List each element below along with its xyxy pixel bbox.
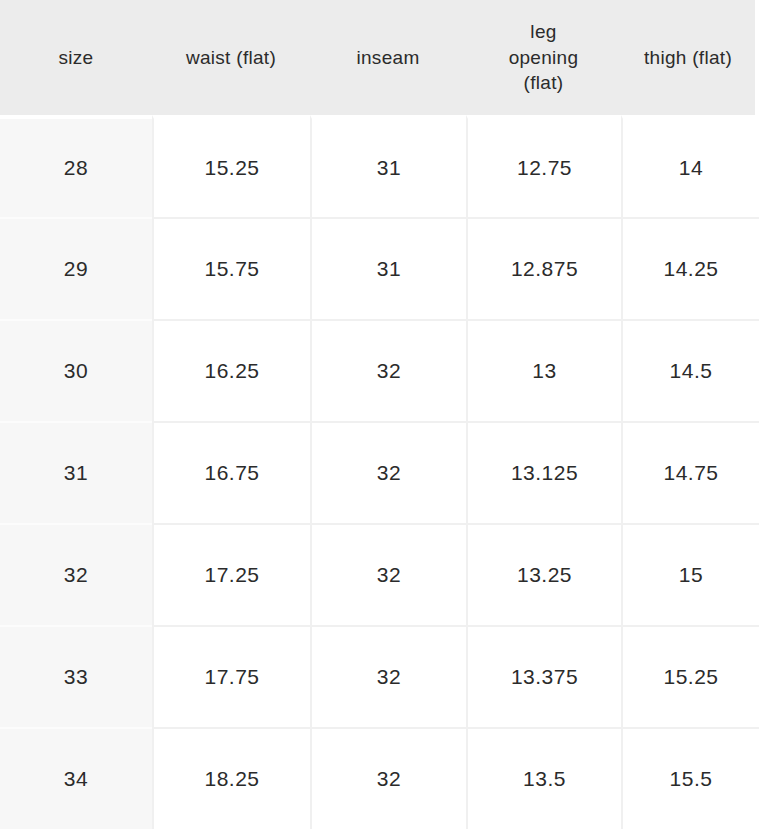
table-row: 31 16.75 32 13.125 14.75 — [0, 421, 759, 523]
table-row: 32 17.25 32 13.25 15 — [0, 523, 759, 625]
leg-opening-cell: 12.75 — [466, 115, 621, 217]
leg-opening-cell: 13.25 — [466, 523, 621, 625]
size-cell: 28 — [0, 115, 152, 217]
inseam-cell: 32 — [310, 727, 466, 829]
inseam-cell: 31 — [310, 115, 466, 217]
table-row: 28 15.25 31 12.75 14 — [0, 115, 759, 217]
col-header-size-label: size — [0, 45, 152, 71]
inseam-cell: 32 — [310, 625, 466, 727]
col-header-waist-label: waist (flat) — [152, 45, 310, 71]
size-chart-table: size waist (flat) inseam leg opening (fl… — [0, 0, 759, 829]
col-header-waist: waist (flat) — [152, 0, 310, 115]
inseam-cell: 32 — [310, 523, 466, 625]
size-chart-header: size waist (flat) inseam leg opening (fl… — [0, 0, 759, 115]
inseam-cell: 32 — [310, 421, 466, 523]
size-cell: 32 — [0, 523, 152, 625]
col-header-inseam-label: inseam — [310, 45, 466, 71]
leg-opening-cell: 13.125 — [466, 421, 621, 523]
col-header-leg-opening: leg opening (flat) — [466, 0, 621, 115]
col-header-leg-opening-line1: leg — [466, 19, 621, 45]
thigh-cell: 14.5 — [621, 319, 759, 421]
waist-cell: 15.75 — [152, 217, 310, 319]
thigh-cell: 15.25 — [621, 625, 759, 727]
col-header-leg-opening-line2: opening — [466, 45, 621, 71]
waist-cell: 17.25 — [152, 523, 310, 625]
waist-cell: 17.75 — [152, 625, 310, 727]
leg-opening-cell: 12.875 — [466, 217, 621, 319]
leg-opening-cell: 13.5 — [466, 727, 621, 829]
col-header-size: size — [0, 0, 152, 115]
col-header-inseam: inseam — [310, 0, 466, 115]
inseam-cell: 32 — [310, 319, 466, 421]
table-row: 33 17.75 32 13.375 15.25 — [0, 625, 759, 727]
waist-cell: 16.25 — [152, 319, 310, 421]
table-row: 34 18.25 32 13.5 15.5 — [0, 727, 759, 829]
header-row: size waist (flat) inseam leg opening (fl… — [0, 0, 759, 115]
thigh-cell: 14.25 — [621, 217, 759, 319]
thigh-cell: 15 — [621, 523, 759, 625]
table-row: 30 16.25 32 13 14.5 — [0, 319, 759, 421]
waist-cell: 15.25 — [152, 115, 310, 217]
thigh-cell: 14 — [621, 115, 759, 217]
size-cell: 30 — [0, 319, 152, 421]
thigh-cell: 14.75 — [621, 421, 759, 523]
thigh-cell: 15.5 — [621, 727, 759, 829]
col-header-thigh-label: thigh (flat) — [621, 45, 755, 71]
col-header-leg-opening-line3: (flat) — [466, 70, 621, 96]
size-cell: 31 — [0, 421, 152, 523]
size-cell: 29 — [0, 217, 152, 319]
col-header-thigh: thigh (flat) — [621, 0, 759, 115]
leg-opening-cell: 13.375 — [466, 625, 621, 727]
waist-cell: 18.25 — [152, 727, 310, 829]
waist-cell: 16.75 — [152, 421, 310, 523]
size-cell: 33 — [0, 625, 152, 727]
table-row: 29 15.75 31 12.875 14.25 — [0, 217, 759, 319]
inseam-cell: 31 — [310, 217, 466, 319]
leg-opening-cell: 13 — [466, 319, 621, 421]
size-chart-body: 28 15.25 31 12.75 14 29 15.75 31 12.875 … — [0, 115, 759, 829]
size-cell: 34 — [0, 727, 152, 829]
